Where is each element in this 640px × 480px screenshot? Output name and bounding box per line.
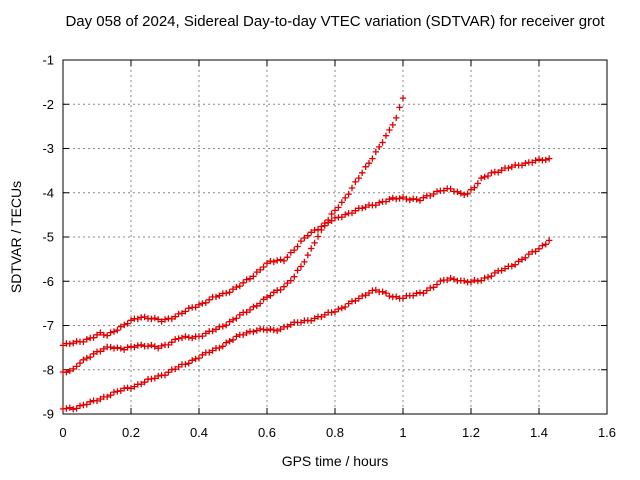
x-axis-label: GPS time / hours [281,453,389,469]
x-tick-label: 0.4 [190,425,208,440]
x-tick-label: 1.4 [530,425,548,440]
x-tick-label: 1.2 [462,425,480,440]
y-tick-label: -1 [42,53,54,68]
chart-title: Day 058 of 2024, Sidereal Day-to-day VTE… [65,13,605,30]
x-tick-label: 0.2 [122,425,140,440]
x-tick-label: 1.6 [598,425,616,440]
y-tick-label: -4 [42,185,54,200]
y-tick-label: -5 [42,230,54,245]
y-tick-label: -8 [42,362,54,377]
x-tick-label: 0 [59,425,66,440]
y-tick-label: -9 [42,407,54,422]
y-tick-label: -2 [42,97,54,112]
data-series-steep-curve [59,94,407,376]
data-series-lower-curve [59,237,553,413]
y-tick-label: -7 [42,318,54,333]
x-tick-label: 0.8 [326,425,344,440]
y-tick-label: -3 [42,141,54,156]
data-series-upper-curve [59,155,553,349]
x-tick-label: 0.6 [258,425,276,440]
y-tick-label: -6 [42,274,54,289]
x-tick-label: 1 [399,425,406,440]
